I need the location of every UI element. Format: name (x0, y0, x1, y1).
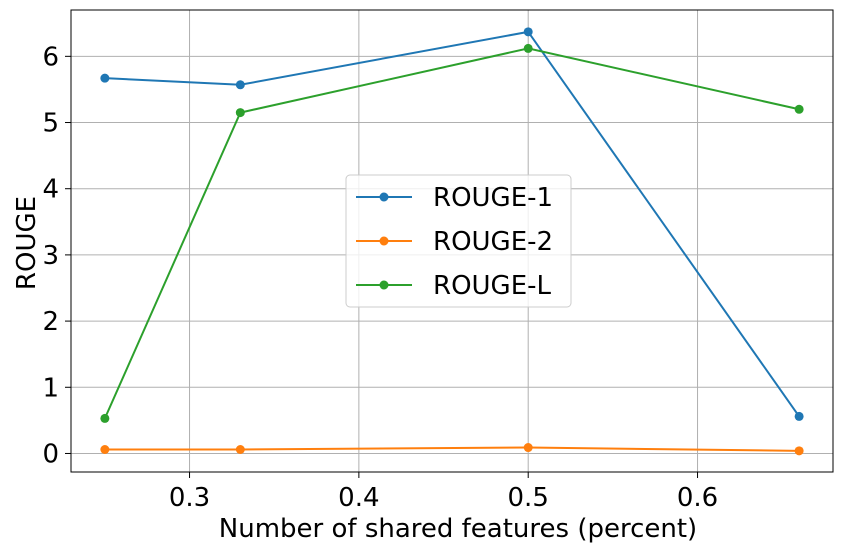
x-tick-label: 0.6 (677, 483, 718, 513)
data-point (794, 104, 804, 114)
x-tick-label: 0.3 (169, 483, 210, 513)
data-point (235, 108, 245, 118)
series-rouge-1 (100, 27, 804, 421)
legend-marker (379, 236, 389, 246)
x-axis-label: Number of shared features (percent) (219, 514, 697, 544)
data-point (235, 80, 245, 90)
legend-label: ROUGE-1 (433, 183, 553, 213)
data-point (523, 43, 533, 53)
data-point (100, 413, 110, 423)
legend-marker (379, 280, 389, 290)
series-line (104, 446, 800, 452)
data-point (235, 444, 245, 454)
series-line (103, 47, 800, 419)
series-rouge-2 (100, 443, 804, 456)
legend-label: ROUGE-2 (433, 227, 553, 257)
y-tick-label: 0 (42, 439, 59, 469)
legend-marker (379, 192, 389, 202)
y-tick-label: 1 (42, 373, 59, 403)
data-point (100, 444, 110, 454)
y-tick-label: 6 (42, 42, 59, 72)
data-point (523, 27, 533, 37)
y-tick-label: 4 (42, 175, 59, 205)
legend-label: ROUGE-L (433, 271, 552, 301)
data-point (523, 443, 533, 453)
y-axis: 0 1 2 3 4 5 6 (42, 42, 71, 469)
series-layer (100, 27, 804, 456)
legend: ROUGE-1 ROUGE-2 ROUGE-L (345, 174, 572, 308)
series-line (104, 30, 800, 417)
legend-item: ROUGE-1 (356, 183, 553, 213)
series-rouge-l (100, 43, 804, 423)
x-tick-label: 0.5 (508, 483, 549, 513)
legend-box (345, 174, 572, 308)
data-point (794, 446, 804, 456)
legend-item: ROUGE-L (356, 271, 552, 301)
legend-item: ROUGE-2 (356, 227, 553, 257)
x-tick-label: 0.4 (338, 483, 379, 513)
y-axis-label: ROUGE (12, 196, 42, 290)
y-tick-label: 3 (42, 241, 59, 271)
y-tick-label: 5 (42, 109, 59, 139)
plot-area-frame (70, 9, 834, 473)
x-axis: 0.3 0.4 0.5 0.6 (169, 472, 718, 513)
y-tick-label: 2 (42, 307, 59, 337)
data-point (100, 73, 110, 83)
data-point (794, 411, 804, 421)
